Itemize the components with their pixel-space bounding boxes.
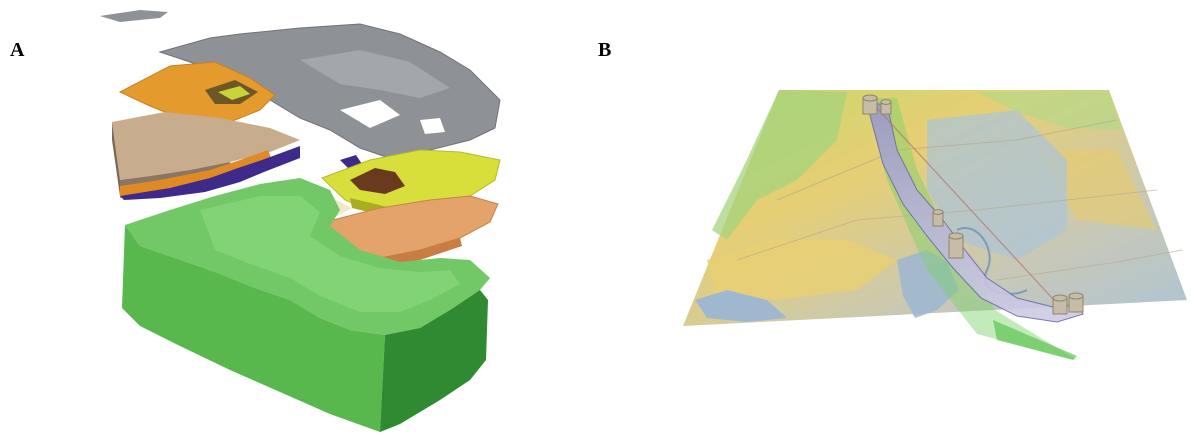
tan-block-side — [112, 122, 120, 196]
gray-fragment-top — [100, 10, 168, 22]
terrain-illustration — [683, 90, 1187, 360]
green-block-front — [122, 225, 385, 432]
green-patch-left — [712, 90, 847, 240]
gray-hole-1 — [340, 100, 400, 128]
orange-band — [120, 150, 272, 198]
river-center — [897, 250, 959, 318]
shaft-1 — [862, 94, 878, 115]
block-model-illustration — [100, 10, 501, 432]
green-block-side — [380, 290, 488, 432]
gray-hole-2 — [420, 118, 445, 134]
shaft-3 — [932, 209, 944, 227]
shaft-4 — [948, 232, 964, 259]
alignment-plane-lower — [993, 320, 1077, 360]
tan-block-top — [112, 112, 300, 180]
panel-a-block-model — [100, 10, 501, 432]
brown-patch — [350, 168, 405, 194]
shaft-2 — [880, 99, 892, 115]
panel-label-a: A — [10, 39, 25, 61]
panel-label-b: B — [598, 39, 612, 61]
shaft-5 — [1052, 294, 1068, 315]
shaft-6 — [1068, 292, 1084, 313]
panel-b-terrain — [597, 0, 1194, 436]
green-patch-top — [977, 90, 1122, 130]
purple-layer — [120, 146, 300, 200]
blue-area-right — [927, 110, 1067, 260]
river-left — [695, 290, 787, 322]
